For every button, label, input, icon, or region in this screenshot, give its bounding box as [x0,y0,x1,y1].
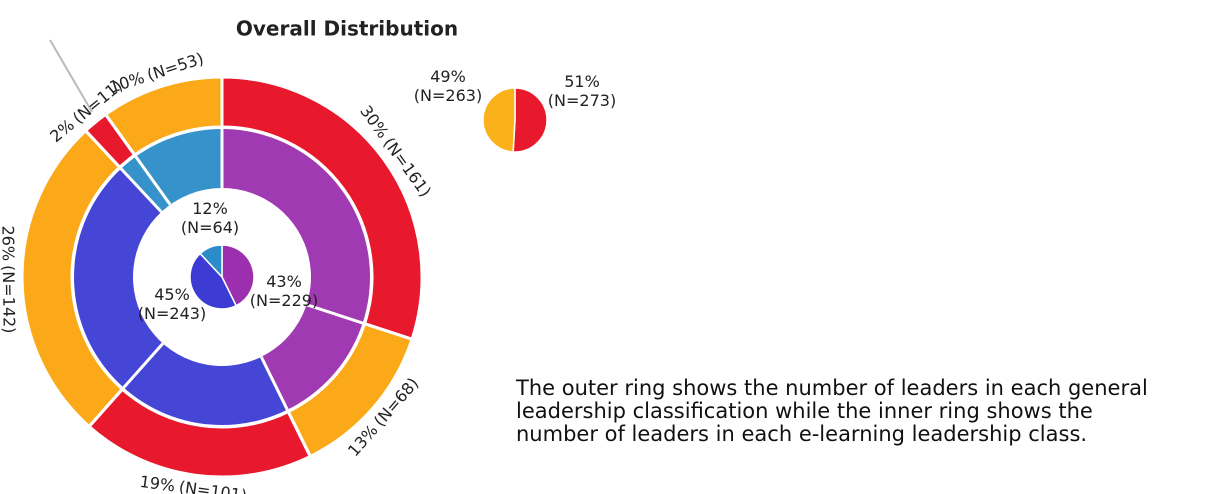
outer-label-part: (N=101) [178,477,248,494]
value-label: 45% (N=243) [138,285,206,323]
inner-segment [121,129,222,212]
separator [259,356,312,458]
outer-label-part: 10% [107,67,147,96]
outer-label-part: 2% [46,115,78,146]
separator [87,342,164,428]
summary-slice [482,87,516,153]
note-line: number of leaders in each e-learning lea… [516,422,1087,446]
outer-label-part: 26% [0,225,18,261]
center-slice [189,252,238,310]
value-label: 51% (N=273) [548,72,616,110]
note: The outer ring shows the number of leade… [515,376,1148,446]
value-label: 49% (N=263) [414,67,482,105]
value-label-part: (N=229) [250,291,318,310]
value-label-part: 12% [192,199,228,218]
separator [306,303,413,341]
value-label-part: 45% [154,285,190,304]
leader-line [49,39,93,113]
outer-label-part: 19% [139,471,177,494]
summary-slice [512,87,548,153]
outer-label: 26% (N=142) [0,225,19,333]
value-label-part: (N=64) [181,218,239,237]
separator [84,129,163,213]
inner-segment [222,129,371,410]
note-line: leadership classification while the inne… [516,399,1093,423]
center-slice [221,244,255,307]
center-slice [199,244,223,279]
value-label-part: 51% [564,72,600,91]
outer-segment [220,75,424,342]
separator [104,113,172,206]
value-label-part: 49% [430,67,466,86]
value-label-part: (N=243) [138,304,206,323]
chart-title: Overall Distribution [236,17,458,41]
value-label: 12% (N=64) [181,199,239,237]
inner-segment [73,168,288,426]
outer-label-part: (N=142) [0,265,19,334]
value-label: 43% (N=229) [250,272,318,310]
note-line: The outer ring shows the number of leade… [515,376,1148,400]
value-label-part: (N=263) [414,86,482,105]
value-label-part: 43% [266,272,302,291]
value-label-part: (N=273) [548,91,616,110]
